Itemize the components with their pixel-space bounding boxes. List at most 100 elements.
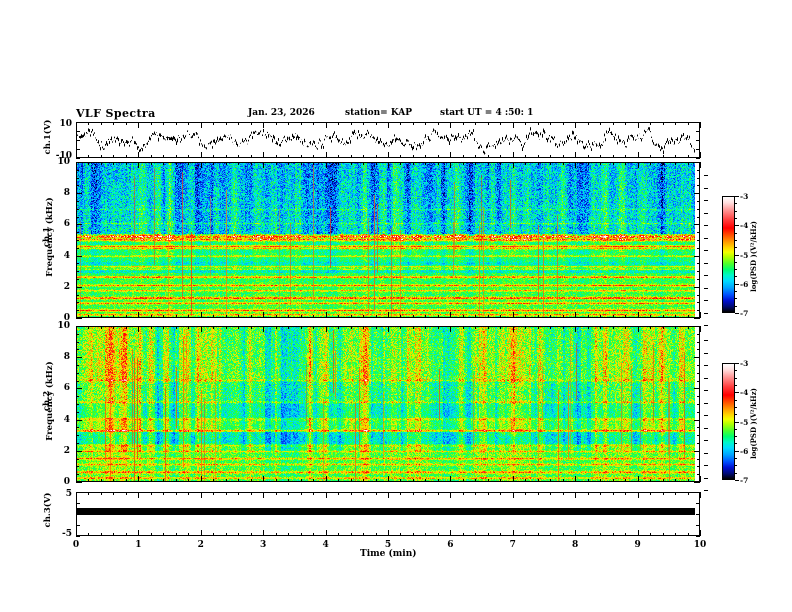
axis-tick [500, 533, 502, 536]
axis-tick [612, 155, 614, 158]
ch3-ytick-bottom: -5 [62, 529, 72, 539]
axis-tick [138, 530, 140, 536]
axis-tick [537, 315, 539, 318]
axis-tick [88, 315, 90, 318]
axis-tick [76, 476, 77, 482]
axis-tick [704, 440, 708, 441]
axis-tick [600, 315, 602, 318]
axis-tick [400, 155, 402, 158]
axis-tick [662, 162, 664, 165]
axis-tick [537, 492, 539, 495]
axis-tick [550, 533, 552, 536]
axis-tick [275, 155, 277, 158]
axis-tick [250, 162, 252, 165]
x-tick-label-8: 8 [572, 540, 579, 550]
axis-tick [735, 269, 737, 271]
axis-tick [250, 492, 252, 495]
axis-tick [113, 492, 115, 495]
axis-tick [696, 158, 700, 159]
axis-tick [76, 131, 80, 132]
axis-tick [100, 162, 102, 165]
axis-tick [163, 326, 165, 329]
axis-tick [300, 479, 302, 482]
axis-tick [100, 155, 102, 158]
x-tick-label-2: 2 [197, 540, 204, 550]
panel-ch2-spectrogram [76, 326, 700, 482]
axis-tick [587, 162, 589, 165]
axis-tick [697, 177, 700, 179]
axis-tick [450, 162, 452, 168]
axis-tick [76, 140, 80, 141]
axis-tick [425, 326, 427, 329]
axis-tick [375, 492, 377, 495]
axis-tick [213, 122, 215, 125]
axis-tick [662, 122, 664, 125]
axis-tick [437, 315, 439, 318]
axis-tick [313, 326, 315, 329]
axis-tick [175, 479, 177, 482]
axis-tick [338, 155, 340, 158]
axis-tick [587, 479, 589, 482]
axis-tick [487, 533, 489, 536]
axis-tick [325, 492, 327, 498]
axis-tick [300, 162, 302, 165]
axis-tick [213, 479, 215, 482]
axis-tick [735, 450, 737, 452]
axis-tick [575, 152, 577, 158]
axis-tick [412, 122, 414, 125]
axis-tick [697, 310, 700, 312]
axis-tick [188, 122, 190, 125]
axis-tick [213, 533, 215, 536]
axis-tick [76, 312, 77, 318]
axis-tick [88, 326, 90, 329]
axis-tick [412, 155, 414, 158]
axis-tick [612, 162, 614, 165]
figure-station: station= KAP [345, 108, 413, 118]
axis-tick [735, 305, 737, 307]
axis-tick [735, 399, 737, 401]
axis-tick [704, 187, 708, 189]
axis-tick [175, 162, 177, 165]
axis-tick [697, 404, 700, 405]
axis-tick [625, 155, 627, 158]
axis-tick [275, 315, 277, 318]
axis-tick [735, 392, 737, 394]
axis-tick [175, 315, 177, 318]
axis-tick [704, 300, 708, 301]
axis-tick [163, 122, 165, 125]
x-tick-label-1: 1 [135, 540, 142, 550]
axis-tick [537, 155, 539, 158]
axis-tick [76, 177, 79, 179]
axis-tick [150, 155, 152, 158]
x-tick-label-6: 6 [447, 540, 454, 550]
axis-tick [550, 155, 552, 158]
axis-tick [76, 525, 80, 526]
axis-tick [687, 122, 689, 125]
axis-tick [76, 536, 80, 537]
axis-tick [562, 315, 564, 318]
axis-tick [437, 122, 439, 125]
axis-tick [200, 152, 202, 158]
axis-tick [288, 326, 290, 329]
axis-tick [350, 155, 352, 158]
axis-tick [575, 312, 577, 318]
axis-tick [700, 162, 701, 168]
axis-tick [300, 155, 302, 158]
axis-tick [76, 208, 79, 210]
axis-tick [550, 315, 552, 318]
x-tick-label-3: 3 [260, 540, 267, 550]
axis-tick [188, 155, 190, 158]
axis-tick [76, 492, 80, 493]
axis-tick [475, 155, 477, 158]
axis-tick [76, 162, 77, 168]
axis-tick [300, 533, 302, 536]
axis-tick [735, 254, 739, 256]
axis-tick [735, 370, 737, 372]
axis-tick [338, 315, 340, 318]
axis-tick [600, 155, 602, 158]
axis-tick [375, 162, 377, 165]
axis-tick [138, 476, 140, 482]
axis-tick [125, 122, 127, 125]
axis-tick [694, 224, 700, 226]
axis-tick [735, 254, 737, 256]
